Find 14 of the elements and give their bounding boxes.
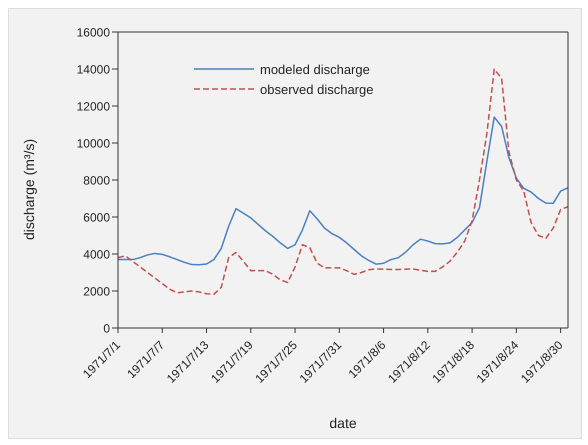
y-tick-label: 14000 [76, 62, 110, 76]
y-tick-label: 2000 [83, 284, 110, 298]
y-tick-label: 10000 [76, 136, 110, 150]
y-tick-label: 4000 [83, 247, 110, 262]
y-axis-title: discharge (m³/s) [20, 138, 37, 240]
x-axis-title: date [329, 415, 357, 431]
legend-label: modeled discharge [260, 62, 370, 76]
y-tick-label: 6000 [83, 210, 110, 224]
y-tick-label: 16000 [76, 25, 110, 40]
legend-label: observed discharge [260, 82, 374, 96]
y-tick-label: 12000 [76, 99, 110, 114]
y-tick-label: 8000 [83, 173, 110, 188]
line-series [118, 116, 568, 266]
y-tick-label: 0 [103, 321, 110, 336]
